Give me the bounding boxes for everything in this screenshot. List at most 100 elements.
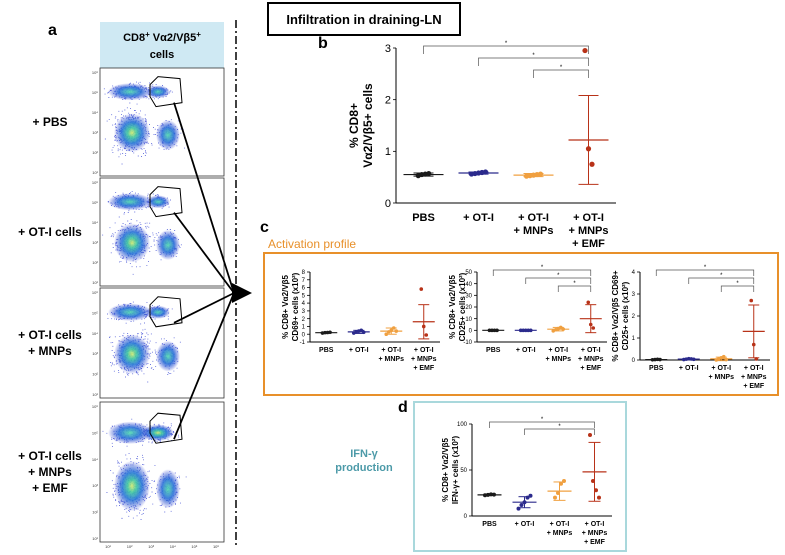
significance-star: *: [704, 265, 707, 271]
flow-y-tick: 10²: [92, 510, 98, 515]
category-label: + MNPs: [547, 530, 573, 537]
flow-y-tick: 10⁵: [92, 200, 98, 205]
data-point: [526, 328, 531, 333]
flow-x-tick: 10³: [148, 544, 154, 549]
flow-y-tick: 10⁵: [92, 430, 98, 435]
data-point: [754, 357, 759, 361]
flow-y-tick: 10⁴: [92, 457, 98, 462]
category-label: PBS: [486, 347, 501, 354]
y-axis-label: Vα2/Vβ5+ cells: [361, 83, 375, 168]
category-label: PBS: [319, 347, 334, 354]
y-tick-label: 100: [457, 422, 468, 428]
flow-y-tick: 10⁶: [92, 290, 98, 295]
flow-density-blob: [146, 195, 170, 209]
category-label: + MNPs: [578, 356, 604, 363]
significance-bracket: [423, 45, 589, 54]
flow-y-tick: 10¹: [92, 536, 98, 541]
significance-star: *: [558, 424, 561, 430]
significance-bracket: [720, 285, 755, 292]
data-point: [591, 479, 595, 484]
y-tick-label: 3: [632, 292, 636, 298]
category-label: + EMF: [413, 365, 435, 372]
y-tick-label: 0: [632, 358, 636, 364]
y-axis-label: % CD8+ Vα2/Vβ5: [281, 275, 290, 339]
y-tick-label: 0: [464, 514, 468, 520]
data-point: [562, 479, 566, 484]
data-point: [525, 495, 530, 500]
significance-bracket: [492, 269, 592, 276]
flow-y-tick: 10³: [92, 130, 98, 135]
flow-density-blob: [156, 119, 180, 151]
significance-star: *: [736, 281, 739, 287]
category-label: + MNPs: [568, 225, 608, 237]
significance-bracket: [655, 269, 755, 276]
data-point: [594, 488, 598, 493]
significance-bracket: [557, 285, 592, 292]
flow-density-blob: [108, 83, 152, 101]
flow-gate: [149, 186, 183, 218]
category-label: + OT-I: [349, 347, 369, 354]
chart-d-ifn: 0 50 100 % CD8+ Vα2/Vβ5 IFN-γ+ cells (x10²) P…: [441, 417, 612, 546]
flow-density-blob: [114, 460, 150, 512]
data-point: [495, 328, 499, 333]
data-point: [521, 328, 526, 333]
category-label: + OT-I: [679, 365, 699, 372]
data-point: [492, 492, 496, 497]
flow-row-label: + MNPs: [28, 344, 72, 358]
data-point: [523, 328, 528, 333]
flow-gate: [149, 412, 183, 444]
panel-letter-d: d: [398, 399, 408, 416]
flow-x-tick: 10⁵: [191, 544, 197, 549]
flow-density-blob: [114, 334, 150, 374]
data-point: [389, 328, 394, 333]
flow-density-blob: [108, 303, 152, 322]
significance-star: *: [560, 65, 563, 71]
category-label: + OT-I: [381, 347, 401, 354]
y-tick-label: 1: [385, 146, 391, 158]
y-tick-label: 0: [469, 328, 473, 334]
y-tick-label: 2: [632, 314, 636, 320]
y-tick-label: 40: [465, 282, 472, 288]
data-point: [553, 495, 557, 500]
flow-y-tick: 10²: [92, 150, 98, 155]
significance-bracket: [478, 57, 589, 66]
data-point: [559, 481, 563, 486]
flow-row-label: + MNPs: [28, 465, 72, 479]
y-tick-label: -10: [463, 340, 472, 346]
data-point: [328, 330, 332, 335]
data-point: [591, 326, 596, 330]
flow-density-blob: [114, 113, 150, 153]
category-label: + EMF: [743, 383, 765, 390]
flow-density-blob: [114, 223, 150, 263]
y-axis-label: % CD8+ Vα2/Vβ5: [441, 438, 450, 502]
y-tick-label: 4: [632, 270, 636, 276]
flow-gate-arrow: [173, 292, 235, 440]
y-axis-label: % CD8+: [347, 103, 361, 148]
data-point: [483, 493, 487, 498]
significance-bracket: [525, 277, 592, 284]
category-label: + OT-I: [463, 212, 494, 224]
significance-star: *: [532, 53, 535, 59]
category-label: + OT-I: [516, 347, 536, 354]
data-point: [421, 324, 426, 329]
y-tick-label: 0: [385, 198, 391, 210]
y-tick-label: 2: [385, 95, 391, 107]
data-point: [537, 171, 544, 177]
y-tick-label: 1: [302, 325, 306, 331]
category-label: + EMF: [584, 539, 606, 546]
y-tick-label: 5: [302, 293, 306, 299]
activation-profile-box: [263, 252, 779, 396]
panel-letter-c: c: [260, 219, 269, 236]
significance-bracket: [533, 69, 589, 78]
flow-y-tick: 10⁵: [92, 90, 98, 95]
y-axis-label: % CD8+ Vα2/Vβ5: [448, 275, 457, 339]
flow-y-tick: 10⁴: [92, 220, 98, 225]
category-label: + OT-I: [581, 347, 601, 354]
data-point: [751, 342, 756, 347]
data-point: [749, 298, 754, 303]
flow-y-tick: 10⁶: [92, 180, 98, 185]
significance-star: *: [541, 417, 544, 423]
ifn-label-line1: IFN-γ: [350, 448, 378, 460]
significance-bracket: [688, 277, 755, 284]
ifn-box: [413, 401, 627, 552]
